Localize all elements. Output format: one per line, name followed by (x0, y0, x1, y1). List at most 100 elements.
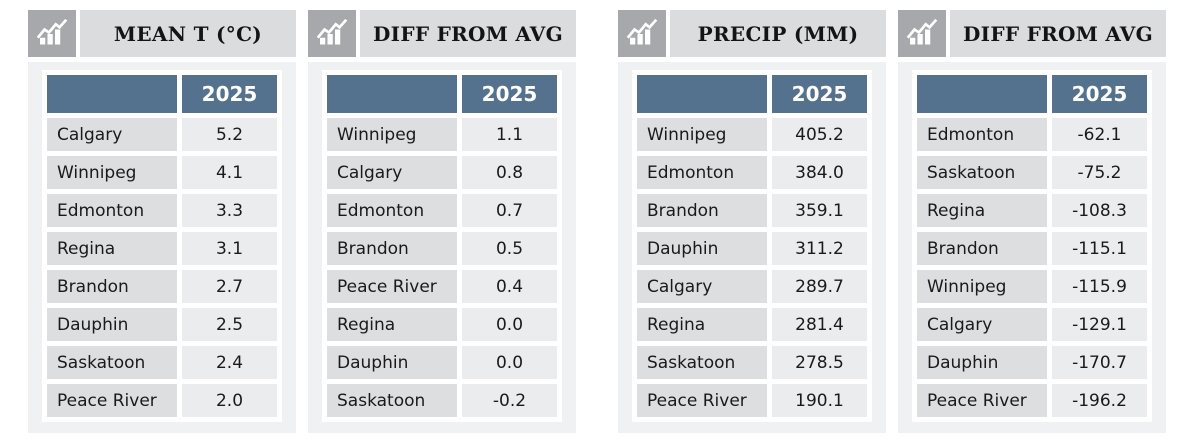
chart-icon (618, 10, 666, 57)
city-cell: Brandon (917, 232, 1047, 265)
data-table: 2025 Calgary 5.2 Winnipeg 4.1 (42, 70, 282, 422)
value-cell: 0.7 (462, 194, 557, 227)
data-table: 2025 Winnipeg 1.1 Calgary 0.8 (322, 70, 562, 422)
table-row: Brandon -115.1 (917, 232, 1147, 265)
tables-row: MEAN T (°C) 2025 Calgary 5.2 (28, 10, 1166, 433)
table-row: Brandon 2.7 (47, 270, 277, 303)
city-cell: Edmonton (327, 194, 457, 227)
value-cell: 0.4 (462, 270, 557, 303)
city-cell: Edmonton (637, 156, 767, 189)
table-row: Edmonton -62.1 (917, 118, 1147, 151)
table-row: Edmonton 3.3 (47, 194, 277, 227)
city-cell: Saskatoon (327, 384, 457, 417)
table-row: Calgary 0.8 (327, 156, 557, 189)
table-header-strip: PRECIP (MM) (618, 10, 886, 57)
value-cell: -196.2 (1052, 384, 1147, 417)
table-title: DIFF FROM AVG (360, 10, 576, 57)
city-cell: Calgary (917, 308, 1047, 341)
year-header-cell: 2025 (772, 75, 867, 113)
table-panel: 2025 Winnipeg 1.1 Calgary 0.8 (308, 62, 576, 433)
table-panel: 2025 Winnipeg 405.2 Edmonton 384.0 (618, 62, 886, 433)
year-header-cell: 2025 (1052, 75, 1147, 113)
value-cell: -0.2 (462, 384, 557, 417)
table-row: Saskatoon -0.2 (327, 384, 557, 417)
value-cell: 2.7 (182, 270, 277, 303)
value-cell: 311.2 (772, 232, 867, 265)
table-header-row: 2025 (47, 75, 277, 113)
table-row: Winnipeg -115.9 (917, 270, 1147, 303)
value-cell: 3.3 (182, 194, 277, 227)
table-row: Winnipeg 405.2 (637, 118, 867, 151)
city-cell: Dauphin (637, 232, 767, 265)
blank-header-cell (637, 75, 767, 113)
city-cell: Peace River (917, 384, 1047, 417)
table-title: PRECIP (MM) (670, 10, 886, 57)
value-cell: -115.9 (1052, 270, 1147, 303)
table-row: Dauphin -170.7 (917, 346, 1147, 379)
chart-icon (308, 10, 356, 57)
table-header-row: 2025 (327, 75, 557, 113)
table-title: DIFF FROM AVG (950, 10, 1166, 57)
city-cell: Edmonton (47, 194, 177, 227)
table-panel: 2025 Edmonton -62.1 Saskatoon -75.2 (898, 62, 1166, 433)
table-header-strip: DIFF FROM AVG (898, 10, 1166, 57)
table-row: Saskatoon 278.5 (637, 346, 867, 379)
value-cell: -115.1 (1052, 232, 1147, 265)
year-header-cell: 2025 (182, 75, 277, 113)
table-card-diff-temp: DIFF FROM AVG 2025 Winnipeg 1.1 (308, 10, 576, 433)
data-table: 2025 Winnipeg 405.2 Edmonton 384.0 (632, 70, 872, 422)
table-card-mean-t: MEAN T (°C) 2025 Calgary 5.2 (28, 10, 296, 433)
city-cell: Calgary (637, 270, 767, 303)
value-cell: 3.1 (182, 232, 277, 265)
data-table: 2025 Edmonton -62.1 Saskatoon -75.2 (912, 70, 1152, 422)
table-row: Peace River 190.1 (637, 384, 867, 417)
table-row: Calgary 5.2 (47, 118, 277, 151)
value-cell: 2.0 (182, 384, 277, 417)
city-cell: Brandon (637, 194, 767, 227)
table-row: Brandon 359.1 (637, 194, 867, 227)
value-cell: -75.2 (1052, 156, 1147, 189)
value-cell: 0.8 (462, 156, 557, 189)
city-cell: Calgary (47, 118, 177, 151)
table-row: Winnipeg 4.1 (47, 156, 277, 189)
table-row: Saskatoon -75.2 (917, 156, 1147, 189)
table-title: MEAN T (°C) (80, 10, 296, 57)
table-row: Edmonton 0.7 (327, 194, 557, 227)
city-cell: Regina (637, 308, 767, 341)
city-cell: Regina (917, 194, 1047, 227)
table-row: Dauphin 311.2 (637, 232, 867, 265)
city-cell: Winnipeg (637, 118, 767, 151)
value-cell: 4.1 (182, 156, 277, 189)
value-cell: 405.2 (772, 118, 867, 151)
value-cell: 190.1 (772, 384, 867, 417)
table-row: Winnipeg 1.1 (327, 118, 557, 151)
city-cell: Regina (327, 308, 457, 341)
value-cell: 0.0 (462, 308, 557, 341)
city-cell: Winnipeg (917, 270, 1047, 303)
city-cell: Regina (47, 232, 177, 265)
year-header-cell: 2025 (462, 75, 557, 113)
table-card-precip: PRECIP (MM) 2025 Winnipeg 405.2 (618, 10, 886, 433)
table-header-strip: MEAN T (°C) (28, 10, 296, 57)
city-cell: Saskatoon (637, 346, 767, 379)
table-row: Regina -108.3 (917, 194, 1147, 227)
table-header-strip: DIFF FROM AVG (308, 10, 576, 57)
city-cell: Peace River (327, 270, 457, 303)
value-cell: 289.7 (772, 270, 867, 303)
table-row: Peace River 0.4 (327, 270, 557, 303)
city-cell: Brandon (47, 270, 177, 303)
city-cell: Peace River (47, 384, 177, 417)
city-cell: Dauphin (47, 308, 177, 341)
table-row: Brandon 0.5 (327, 232, 557, 265)
city-cell: Winnipeg (327, 118, 457, 151)
city-cell: Dauphin (917, 346, 1047, 379)
table-row: Peace River 2.0 (47, 384, 277, 417)
table-row: Saskatoon 2.4 (47, 346, 277, 379)
chart-icon (898, 10, 946, 57)
value-cell: 2.5 (182, 308, 277, 341)
value-cell: 384.0 (772, 156, 867, 189)
value-cell: 0.5 (462, 232, 557, 265)
city-cell: Calgary (327, 156, 457, 189)
value-cell: -129.1 (1052, 308, 1147, 341)
table-row: Peace River -196.2 (917, 384, 1147, 417)
